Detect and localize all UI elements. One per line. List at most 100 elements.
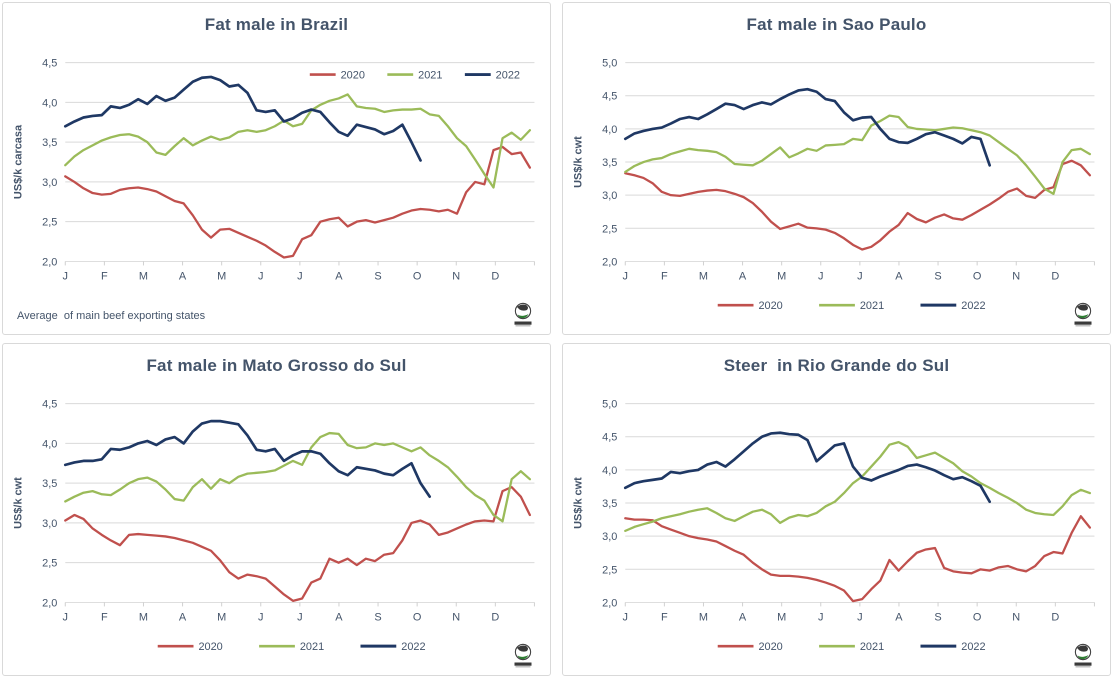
x-tick-label: J <box>297 611 302 623</box>
x-tick-label: N <box>1012 270 1020 282</box>
x-tick-label: S <box>934 611 941 623</box>
x-tick-label: S <box>374 270 381 282</box>
x-tick-label: N <box>452 611 460 623</box>
globe-logo-icon <box>512 302 534 328</box>
legend-label-2022: 2022 <box>401 641 425 653</box>
x-tick-label: A <box>895 270 903 282</box>
x-tick-label: J <box>63 270 68 282</box>
x-tick-label: M <box>217 270 226 282</box>
globe-logo-icon <box>1072 302 1094 328</box>
chart-title: Fat male in Brazil <box>204 15 349 34</box>
series-line-2021 <box>624 114 1092 195</box>
legend-label-2022: 2022 <box>961 641 985 653</box>
legend-label-2021: 2021 <box>860 300 884 312</box>
x-tick-label: A <box>179 270 187 282</box>
x-tick-label: O <box>413 611 422 623</box>
series-line-2022 <box>623 87 992 167</box>
x-tick-label: J <box>857 611 862 623</box>
legend-label-2022: 2022 <box>961 300 985 312</box>
series-line-2021 <box>64 431 532 523</box>
x-tick-label: J <box>818 270 823 282</box>
series-line-2022 <box>623 431 992 504</box>
x-tick-label: D <box>491 611 499 623</box>
y-tick-label: 3,5 <box>42 137 57 149</box>
series-line-2020 <box>624 159 1092 251</box>
y-tick-label: 3,0 <box>602 531 617 543</box>
y-tick-label: 2,0 <box>42 256 57 268</box>
chart-panel-steer-rio-grande-do-sul: Steer in Rio Grande do Sul 2,0 2,5 3,0 3,5 4… <box>562 343 1111 676</box>
y-axis-title: US$/k carcasa <box>13 124 25 199</box>
y-tick-label: 5,0 <box>602 58 617 70</box>
y-tick-label: 4,0 <box>602 124 617 136</box>
legend-label-2020: 2020 <box>758 300 782 312</box>
y-tick-label: 4,0 <box>42 97 57 109</box>
chart-plot: 2,0 2,5 3,0 3,5 4,0 4,5 J F M A M J J A S O N D US$/k cwt 2… <box>13 399 535 653</box>
series-line-2020 <box>64 145 532 259</box>
chart-panel-fat-male-mato-grosso-do-sul: Fat male in Mato Grosso do Sul 2,0 2,5 3,0… <box>2 343 551 676</box>
x-tick-label: A <box>179 611 187 623</box>
x-tick-label: J <box>623 611 628 623</box>
x-tick-label: O <box>973 611 982 623</box>
x-tick-label: J <box>857 270 862 282</box>
x-tick-label: D <box>491 270 499 282</box>
series-line-2021 <box>624 440 1092 533</box>
x-tick-label: J <box>63 611 68 623</box>
x-tick-label: N <box>1012 611 1020 623</box>
y-tick-label: 2,0 <box>602 597 617 609</box>
y-axis-title: US$/k cwt <box>13 477 25 529</box>
x-tick-label: M <box>139 270 148 282</box>
x-tick-label: A <box>335 611 343 623</box>
series-line-2020 <box>64 485 532 602</box>
chart-footnote: Average of main beef exporting states <box>17 310 206 322</box>
x-tick-label: D <box>1051 270 1059 282</box>
x-tick-label: J <box>258 611 263 623</box>
y-tick-label: 4,0 <box>42 438 57 450</box>
globe-logo-icon <box>1072 643 1094 669</box>
legend-label-2021: 2021 <box>300 641 324 653</box>
legend-label-2020: 2020 <box>341 70 365 82</box>
x-tick-label: A <box>739 270 747 282</box>
x-tick-label: J <box>297 270 302 282</box>
x-tick-label: M <box>777 270 786 282</box>
x-tick-label: A <box>739 611 747 623</box>
x-tick-label: J <box>258 270 263 282</box>
y-tick-label: 3,5 <box>42 478 57 490</box>
legend-label-2021: 2021 <box>418 70 442 82</box>
x-tick-label: F <box>661 270 668 282</box>
chart-plot: 2,0 2,5 3,0 3,5 4,0 4,5 5,0 J F M A M J J A S O N D US$/k c… <box>573 58 1095 312</box>
legend-label-2020: 2020 <box>758 641 782 653</box>
y-tick-label: 4,0 <box>602 465 617 477</box>
chart-plot: 2,0 2,5 3,0 3,5 4,0 4,5 5,0 J F M A M J J A S O N D US$/k c… <box>573 399 1095 653</box>
chart-title: Fat male in Sao Paulo <box>746 15 927 34</box>
x-tick-label: J <box>818 611 823 623</box>
series-line-2020 <box>624 515 1092 603</box>
y-tick-label: 2,0 <box>42 597 57 609</box>
x-tick-label: F <box>661 611 668 623</box>
chart-panel-fat-male-brazil: Fat male in Brazil 2,0 2,5 3,0 3,5 4,0 4,5 J F M… <box>2 2 551 335</box>
legend-label-2021: 2021 <box>860 641 884 653</box>
legend-label-2022: 2022 <box>496 70 520 82</box>
y-tick-label: 2,5 <box>602 223 617 235</box>
x-tick-label: O <box>973 270 982 282</box>
y-tick-label: 4,5 <box>602 432 617 444</box>
x-tick-label: A <box>335 270 343 282</box>
series-line-2022 <box>63 75 422 162</box>
y-tick-label: 4,5 <box>42 58 57 70</box>
x-tick-label: N <box>452 270 460 282</box>
y-tick-label: 3,5 <box>602 498 617 510</box>
chart-plot: 2,0 2,5 3,0 3,5 4,0 4,5 J F M A M J J A S O N D US$/k carc… <box>13 58 535 282</box>
chart-title: Steer in Rio Grande do Sul <box>723 356 950 375</box>
y-axis-title: US$/k cwt <box>573 477 585 529</box>
y-tick-label: 3,5 <box>602 157 617 169</box>
x-tick-label: J <box>623 270 628 282</box>
y-tick-label: 2,0 <box>602 256 617 268</box>
y-tick-label: 2,5 <box>42 217 57 229</box>
x-tick-label: M <box>139 611 148 623</box>
y-tick-label: 4,5 <box>42 399 57 411</box>
y-tick-label: 3,0 <box>42 177 57 189</box>
x-tick-label: M <box>217 611 226 623</box>
x-tick-label: S <box>934 270 941 282</box>
x-tick-label: M <box>777 611 786 623</box>
